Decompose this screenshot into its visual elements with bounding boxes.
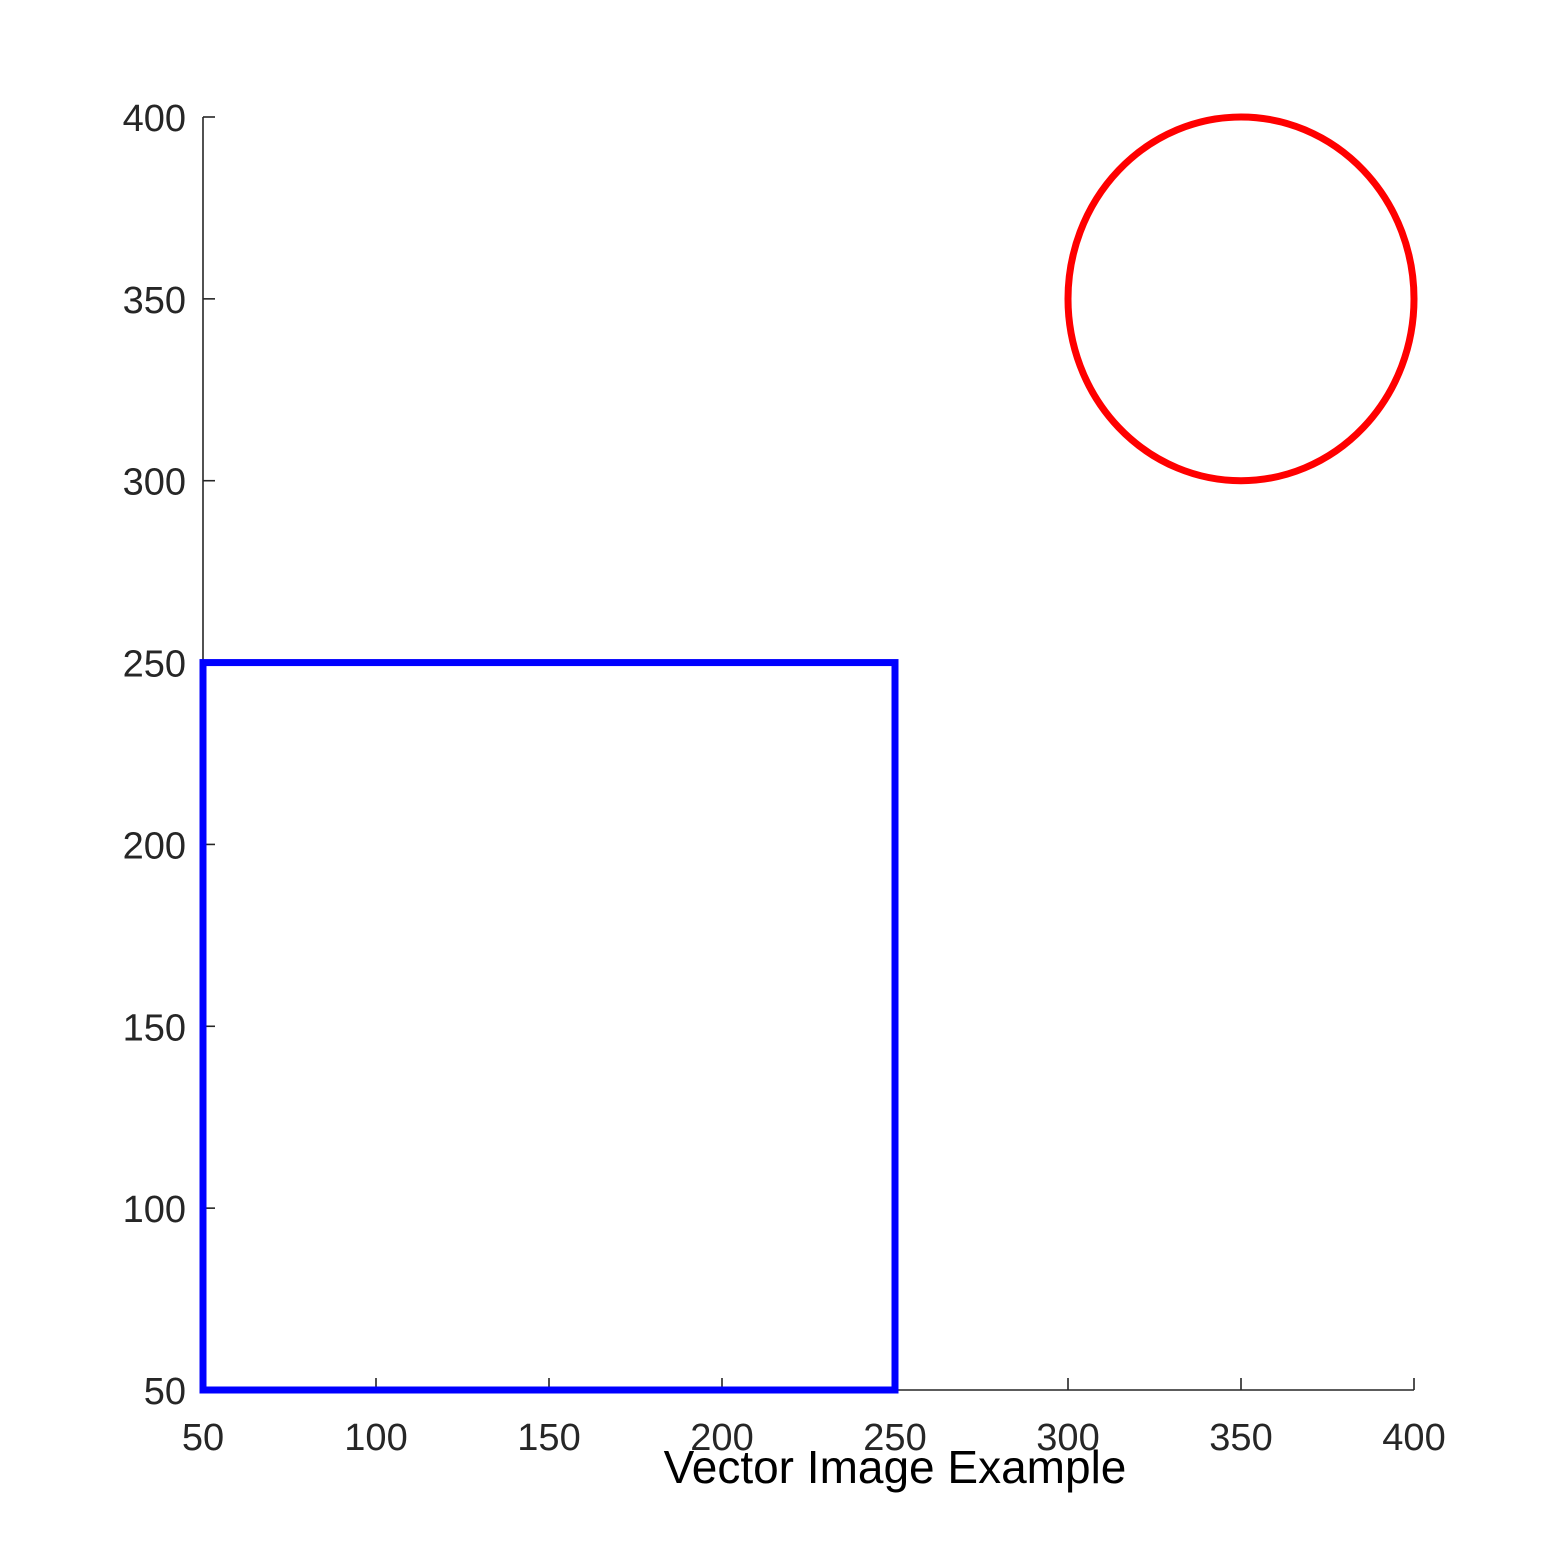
plot-shapes — [199, 113, 1418, 1394]
y-tick-label: 300 — [123, 462, 186, 504]
x-tick-label: 350 — [1209, 1417, 1272, 1459]
x-tick-label: 200 — [690, 1417, 753, 1459]
x-tick-label: 300 — [1036, 1417, 1099, 1459]
y-tick-label: 350 — [123, 280, 186, 322]
x-tick-label: 250 — [863, 1417, 926, 1459]
red-circle — [1064, 113, 1418, 485]
y-tick-label: 100 — [123, 1189, 186, 1231]
y-tick-label: 200 — [123, 825, 186, 867]
y-tick-label: 150 — [123, 1007, 186, 1049]
y-axis-ticks: 50 100 150 200 250 300 350 400 — [123, 98, 215, 1413]
y-tick-label: 400 — [123, 98, 186, 140]
x-tick-label: 100 — [344, 1417, 407, 1459]
x-tick-label: 150 — [517, 1417, 580, 1459]
x-tick-label: 50 — [182, 1417, 224, 1459]
y-tick-label: 50 — [144, 1371, 186, 1413]
blue-rectangle — [199, 659, 899, 1394]
x-axis-label: Vector Image Example — [664, 1441, 1127, 1493]
axes — [202, 117, 1414, 1391]
y-tick-label: 250 — [123, 644, 186, 686]
x-axis-ticks: 50 100 150 200 250 300 350 400 — [182, 1378, 1446, 1459]
x-tick-label: 400 — [1382, 1417, 1445, 1459]
